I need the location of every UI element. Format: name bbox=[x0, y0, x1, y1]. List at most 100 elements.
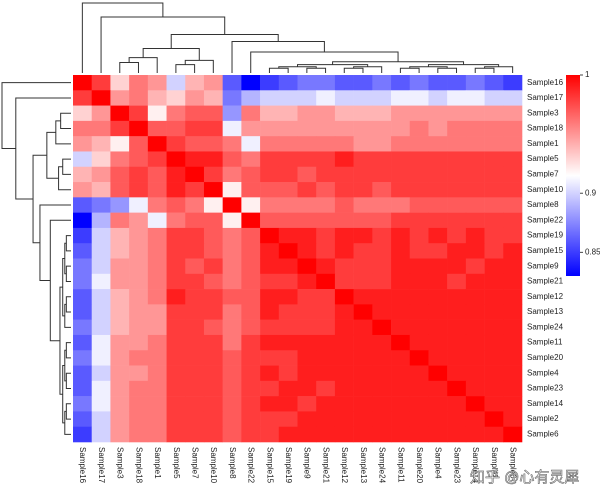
row-dendrogram bbox=[55, 120, 71, 145]
heatmap-cell bbox=[409, 334, 429, 351]
heatmap-cell bbox=[147, 151, 167, 168]
heatmap-cell bbox=[391, 105, 411, 122]
heatmap-cell bbox=[241, 166, 261, 183]
heatmap-cell bbox=[447, 90, 467, 106]
heatmap-cell bbox=[166, 90, 186, 106]
heatmap-cell bbox=[447, 350, 467, 366]
heatmap-cell bbox=[353, 120, 373, 137]
heatmap-cell bbox=[409, 90, 429, 106]
heatmap-cell bbox=[166, 151, 186, 168]
heatmap-cell bbox=[73, 75, 93, 91]
heatmap-cell bbox=[297, 120, 317, 137]
heatmap-cell bbox=[372, 197, 392, 213]
heatmap-cell bbox=[129, 243, 149, 259]
heatmap-cell bbox=[260, 105, 280, 122]
column-label: Sample22 bbox=[247, 447, 256, 484]
heatmap-cell bbox=[409, 227, 429, 244]
heatmap-cell bbox=[503, 227, 523, 244]
heatmap-cell bbox=[203, 258, 223, 275]
heatmap-cell bbox=[409, 212, 429, 229]
heatmap-cell bbox=[73, 136, 93, 152]
row-label: Sample13 bbox=[527, 307, 564, 316]
heatmap-cell bbox=[91, 212, 111, 229]
row-dendrogram bbox=[62, 158, 71, 175]
heatmap-cell bbox=[91, 166, 111, 183]
heatmap-cell bbox=[241, 258, 261, 275]
heatmap-cell bbox=[241, 380, 261, 397]
heatmap-cell bbox=[503, 182, 523, 198]
heatmap-cell bbox=[372, 365, 392, 382]
heatmap-cell bbox=[166, 289, 186, 305]
heatmap-cell bbox=[391, 426, 411, 443]
heatmap-cell bbox=[409, 380, 429, 397]
heatmap-cell bbox=[334, 182, 354, 198]
heatmap-cell bbox=[409, 426, 429, 443]
heatmap-cell bbox=[503, 90, 523, 106]
heatmap-cell bbox=[391, 334, 411, 351]
heatmap-cell bbox=[166, 426, 186, 443]
heatmap-cell bbox=[353, 289, 373, 305]
heatmap-cell bbox=[91, 289, 111, 305]
heatmap-cell bbox=[110, 227, 130, 244]
heatmap-cell bbox=[447, 380, 467, 397]
heatmap-cell bbox=[334, 75, 354, 91]
heatmap-cell bbox=[503, 319, 523, 336]
heatmap-cell bbox=[409, 243, 429, 259]
heatmap-cell bbox=[297, 411, 317, 428]
heatmap-cell bbox=[73, 319, 93, 336]
heatmap-cell bbox=[166, 136, 186, 152]
heatmap-cell bbox=[353, 227, 373, 244]
heatmap-cell bbox=[409, 411, 429, 428]
heatmap-cell bbox=[465, 90, 485, 106]
heatmap-cell bbox=[484, 227, 504, 244]
heatmap-cell bbox=[503, 273, 523, 290]
heatmap-cell bbox=[428, 166, 448, 183]
row-label: Sample20 bbox=[527, 353, 564, 362]
row-label: Sample21 bbox=[527, 277, 564, 286]
heatmap-cell bbox=[260, 350, 280, 366]
heatmap-cell bbox=[203, 243, 223, 259]
heatmap-cell bbox=[372, 151, 392, 168]
heatmap-cell bbox=[129, 365, 149, 382]
heatmap-cell bbox=[147, 273, 167, 290]
heatmap-cell bbox=[129, 182, 149, 198]
row-label: Sample3 bbox=[527, 108, 559, 117]
heatmap-cell bbox=[185, 365, 205, 382]
heatmap-cell bbox=[129, 166, 149, 183]
heatmap-cell bbox=[129, 273, 149, 290]
heatmap-cell bbox=[465, 334, 485, 351]
heatmap-cell bbox=[316, 227, 336, 244]
heatmap-cell bbox=[260, 166, 280, 183]
heatmap-cell bbox=[353, 426, 373, 443]
heatmap-cell bbox=[185, 166, 205, 183]
heatmap-cell bbox=[147, 426, 167, 443]
heatmap-cell bbox=[334, 136, 354, 152]
column-label: Sample16 bbox=[78, 447, 87, 484]
heatmap-cell bbox=[166, 182, 186, 198]
heatmap-cell bbox=[391, 396, 411, 412]
heatmap-cell bbox=[166, 166, 186, 183]
heatmap-cell bbox=[334, 166, 354, 183]
heatmap-cell bbox=[391, 319, 411, 336]
heatmap-cell bbox=[484, 289, 504, 305]
row-dendrogram bbox=[1, 82, 71, 149]
heatmap-cell bbox=[372, 334, 392, 351]
heatmap-cell bbox=[447, 182, 467, 198]
heatmap-cell bbox=[334, 243, 354, 259]
heatmap-cell bbox=[222, 273, 242, 290]
heatmap-cell bbox=[91, 350, 111, 366]
heatmap-cell bbox=[185, 182, 205, 198]
heatmap-cell bbox=[241, 319, 261, 336]
heatmap-cell bbox=[353, 243, 373, 259]
row-label: Sample5 bbox=[527, 154, 559, 163]
heatmap-cell bbox=[503, 243, 523, 259]
heatmap-cell bbox=[166, 258, 186, 275]
heatmap-cell bbox=[203, 105, 223, 122]
heatmap-cell bbox=[110, 411, 130, 428]
heatmap-cell bbox=[185, 426, 205, 443]
heatmap-cell bbox=[428, 334, 448, 351]
heatmap-cell bbox=[278, 197, 298, 213]
row-dendrogram bbox=[65, 342, 71, 359]
heatmap-cell bbox=[278, 396, 298, 412]
